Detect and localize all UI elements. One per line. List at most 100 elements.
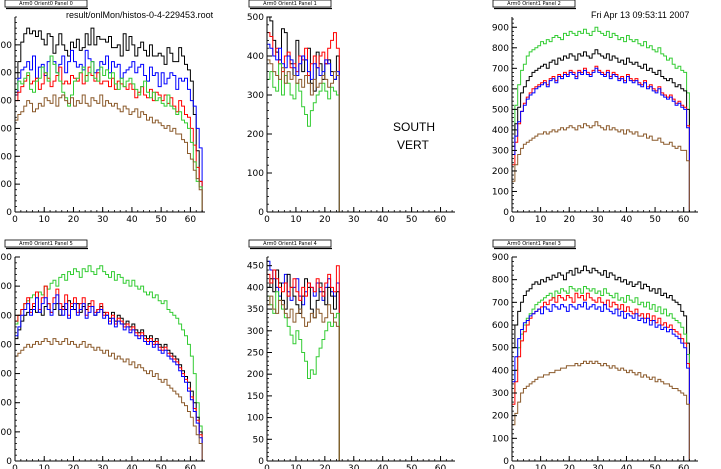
y-tick-label: 700: [0, 253, 12, 263]
y-tick-label: 300: [247, 91, 264, 101]
y-tick-label: 500: [0, 311, 12, 321]
series-line-black: [14, 300, 205, 462]
timestamp-label: Fri Apr 13 09:53:11 2007: [591, 10, 690, 20]
y-tick-label: 0: [503, 208, 509, 218]
series-line-blue: [511, 67, 698, 213]
series-line-green: [266, 291, 455, 462]
y-tick-label: 100: [247, 414, 264, 424]
y-tick-label: 350: [247, 305, 264, 315]
series-line-black: [266, 16, 455, 213]
x-tick-label: 20: [319, 215, 331, 225]
y-tick-label: 200: [492, 167, 509, 177]
y-tick-label: 100: [492, 187, 509, 197]
series-line-blue: [511, 301, 698, 462]
y-tick-label: 200: [0, 399, 12, 409]
series-line-black: [511, 265, 698, 462]
x-tick-label: 10: [535, 464, 547, 469]
panel-title-box: [492, 0, 576, 8]
x-tick-label: 50: [649, 215, 661, 225]
series-line-blue: [14, 294, 205, 462]
y-tick-label: 400: [247, 283, 264, 293]
y-tick-label: 0: [258, 208, 264, 218]
x-tick-label: 40: [621, 215, 633, 225]
x-tick-label: 30: [592, 464, 604, 469]
y-tick-label: 800: [492, 276, 509, 286]
x-tick-label: 10: [535, 215, 547, 225]
series-line-red: [511, 292, 698, 462]
x-tick-label: 20: [68, 464, 80, 469]
annotation-south: SOUTH: [393, 120, 435, 134]
series-line-green: [14, 265, 205, 462]
x-tick-label: 0: [12, 464, 18, 469]
y-tick-label: 200: [0, 152, 12, 162]
x-tick-label: 60: [435, 215, 447, 225]
x-tick-label: 40: [377, 464, 389, 469]
x-tick-label: 10: [290, 215, 302, 225]
y-tick-label: 500: [492, 105, 509, 115]
x-tick-label: 10: [39, 464, 51, 469]
y-tick-label: 300: [492, 146, 509, 156]
panel-title-box: [4, 0, 88, 8]
x-tick-label: 60: [678, 215, 690, 225]
series-line-red: [14, 285, 205, 462]
y-tick-label: 0: [6, 457, 12, 467]
x-tick-label: 60: [435, 464, 447, 469]
panel-title: Arm0 Orient1 Panel 2: [507, 1, 561, 7]
series-line-red: [14, 66, 205, 213]
panel-title: Arm0 Orient1 Panel 5: [19, 241, 73, 247]
series-line-blue: [266, 260, 455, 462]
y-tick-label: 400: [0, 97, 12, 107]
x-tick-label: 20: [319, 464, 331, 469]
y-tick-label: 0: [258, 457, 264, 467]
y-tick-label: 900: [492, 23, 509, 33]
histogram-panel-0: Arm0 Orient0 Panel 001020304050600100200…: [0, 0, 205, 225]
y-tick-label: 400: [0, 340, 12, 350]
x-tick-label: 30: [348, 464, 360, 469]
x-tick-label: 0: [509, 464, 515, 469]
panel-title: Arm0 Orient0 Panel 0: [19, 1, 73, 7]
y-tick-label: 200: [247, 370, 264, 380]
panel-title: Arm0 Orient1 Panel 4: [263, 241, 317, 247]
histogram-panel-1: Arm0 Orient1 Panel 1 0 10 20 30 40 50 60 0 100 200…: [247, 0, 455, 225]
series-line-brown: [511, 360, 698, 462]
panel-title-box: [248, 239, 332, 248]
y-tick-label: 100: [492, 434, 509, 444]
series-line-red: [511, 65, 698, 213]
annotation-vert: VERT: [397, 138, 429, 152]
panel-title-box: [4, 239, 88, 248]
y-tick-label: 400: [247, 52, 264, 62]
y-tick-label: 0: [503, 457, 509, 467]
y-tick-label: 600: [492, 85, 509, 95]
x-tick-label: 0: [509, 215, 515, 225]
panel-title: Arm0 Orient1 Panel 3: [507, 241, 561, 247]
x-tick-label: 60: [678, 464, 690, 469]
x-tick-label: 40: [126, 215, 138, 225]
panel-title-box: [492, 239, 576, 248]
histogram-panel-5: Arm0 Orient1 Panel 30 10 20 30 40 50 600100200…: [492, 239, 698, 469]
y-tick-label: 500: [247, 13, 264, 23]
y-tick-label: 300: [0, 124, 12, 134]
histogram-panel-4: Arm0 Orient1 Panel 4 0 10 20 30 40 50 60 0 50 100 1…: [247, 239, 455, 469]
y-tick-label: 500: [492, 344, 509, 354]
x-tick-label: 10: [290, 464, 302, 469]
y-tick-label: 0: [6, 208, 12, 218]
y-tick-label: 250: [247, 348, 264, 358]
x-tick-label: 0: [12, 215, 18, 225]
histogram-panel-3: Arm0 Orient1 Panel 501020304050600100200…: [0, 239, 205, 469]
series-line-red: [266, 265, 455, 462]
x-tick-label: 20: [68, 215, 80, 225]
x-tick-label: 20: [564, 215, 576, 225]
series-line-brown: [14, 94, 205, 213]
x-tick-label: 40: [621, 464, 633, 469]
y-tick-label: 50: [253, 435, 265, 445]
x-tick-label: 0: [264, 215, 270, 225]
y-tick-label: 900: [492, 253, 509, 263]
x-tick-label: 40: [377, 215, 389, 225]
panel-title-box: [248, 0, 332, 8]
file-path-label: result/onlMon/histos-0-4-229453.root: [66, 10, 214, 20]
y-tick-label: 400: [492, 126, 509, 136]
y-tick-label: 600: [492, 321, 509, 331]
series-line-brown: [266, 59, 455, 213]
series-line-brown: [266, 295, 455, 462]
x-tick-label: 30: [97, 464, 109, 469]
